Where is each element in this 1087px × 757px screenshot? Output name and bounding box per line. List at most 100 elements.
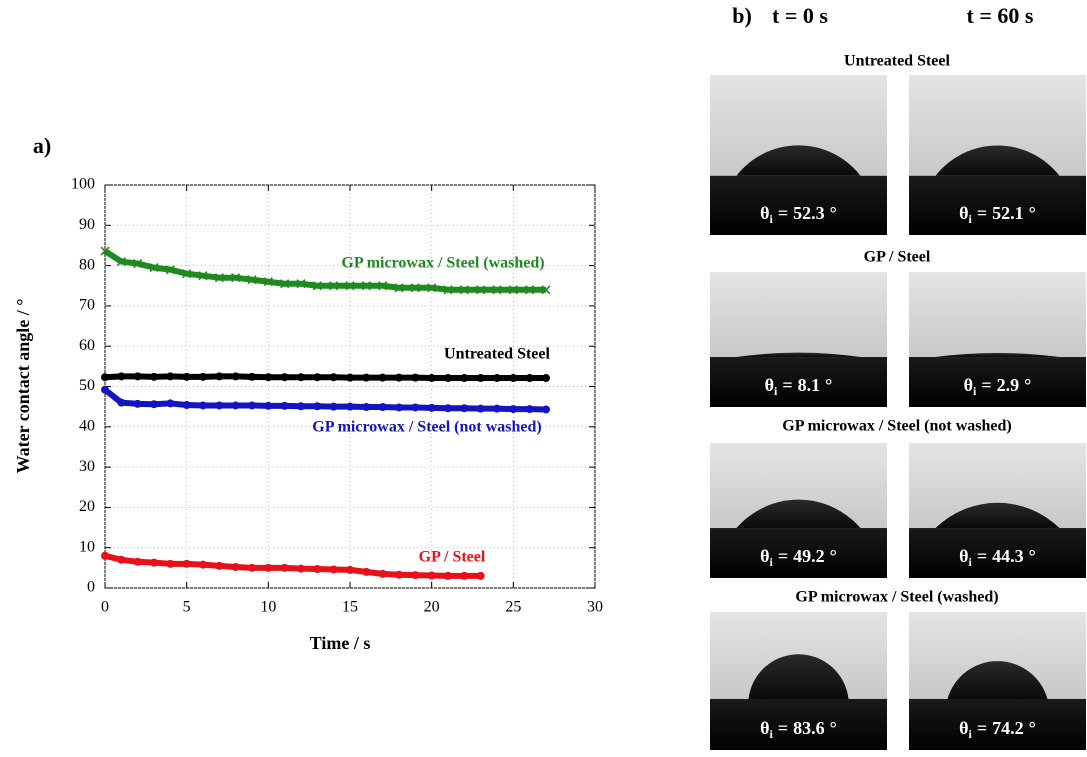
angle-unit: ° <box>1029 546 1036 566</box>
group-title: Untreated Steel <box>844 53 950 70</box>
data-point <box>313 402 322 411</box>
droplet-image: θi = 74.2 ° <box>909 612 1086 750</box>
data-point <box>509 405 518 414</box>
data-point <box>476 285 486 295</box>
data-point <box>182 372 191 381</box>
y-tick-label: 40 <box>79 417 95 434</box>
y-tick-label: 60 <box>79 337 95 354</box>
angle-value: 44.3 <box>992 546 1024 566</box>
data-point <box>361 281 371 291</box>
data-point <box>378 403 387 412</box>
series-label: GP microwax / Steel (not washed) <box>312 419 541 436</box>
data-point <box>395 570 403 579</box>
data-point <box>166 372 175 381</box>
data-point <box>280 279 290 289</box>
data-point <box>117 555 126 564</box>
angle-symbol: θ <box>959 718 968 738</box>
angle-label: θi = 44.3 ° <box>959 546 1036 569</box>
data-point <box>427 283 437 293</box>
angle-subscript: i <box>770 727 774 741</box>
data-point <box>313 565 322 574</box>
angle-subscript: i <box>774 384 778 398</box>
data-point <box>410 283 420 293</box>
data-point <box>182 401 191 410</box>
droplet <box>736 499 861 529</box>
data-point <box>231 401 240 410</box>
x-tick-label: 30 <box>587 599 603 616</box>
data-point <box>345 281 355 291</box>
data-point <box>476 404 485 413</box>
data-point <box>297 564 305 573</box>
data-point <box>231 273 241 283</box>
y-tick-label: 0 <box>87 579 95 596</box>
data-point <box>460 374 469 383</box>
data-point <box>133 372 142 381</box>
group-title: GP microwax / Steel (washed) <box>795 589 998 606</box>
data-point <box>378 569 387 578</box>
angle-label: θi = 83.6 ° <box>760 718 837 741</box>
data-point <box>247 275 257 285</box>
data-point <box>362 567 371 576</box>
data-point <box>460 571 469 580</box>
droplet-image: θi = 44.3 ° <box>909 443 1086 578</box>
data-point <box>492 285 502 295</box>
data-point <box>133 259 143 269</box>
data-point <box>444 571 452 580</box>
data-point <box>362 403 371 412</box>
x-tick-label: 25 <box>505 599 521 616</box>
y-tick-label: 10 <box>79 538 95 555</box>
data-point <box>427 571 436 580</box>
data-point <box>395 373 403 382</box>
data-point <box>427 403 436 412</box>
data-point <box>166 399 175 408</box>
data-point <box>460 404 469 413</box>
angle-symbol: θ <box>765 375 774 395</box>
angle-subscript: i <box>973 384 977 398</box>
substrate <box>710 357 887 407</box>
x-tick-label: 5 <box>183 599 191 616</box>
data-point <box>150 558 158 567</box>
equals: = <box>782 375 792 395</box>
data-point <box>411 373 420 382</box>
data-point <box>214 273 224 283</box>
data-point <box>182 559 191 568</box>
data-point <box>150 400 158 409</box>
angle-label: θi = 49.2 ° <box>760 546 837 569</box>
droplet <box>736 352 861 358</box>
equals: = <box>977 718 987 738</box>
x-tick-label: 10 <box>260 599 276 616</box>
data-point <box>378 281 388 291</box>
data-point <box>101 373 109 382</box>
angle-value: 2.9 <box>997 375 1020 395</box>
data-point <box>280 373 289 382</box>
data-point <box>150 372 158 381</box>
series-label: GP / Steel <box>419 549 486 566</box>
data-point <box>117 398 126 407</box>
data-point <box>346 565 354 574</box>
droplet <box>947 661 1048 699</box>
data-point <box>329 402 338 411</box>
data-point <box>231 372 240 381</box>
data-point <box>313 373 322 382</box>
data-point <box>280 563 289 572</box>
data-point <box>329 281 339 291</box>
angle-label: θi = 2.9 ° <box>964 375 1032 398</box>
data-point <box>443 285 453 295</box>
data-point <box>378 373 387 382</box>
data-point <box>493 404 501 413</box>
data-point <box>264 563 273 572</box>
substrate <box>909 357 1086 407</box>
substrate <box>710 698 887 750</box>
data-point <box>116 257 126 267</box>
data-point <box>248 372 256 381</box>
substrate <box>710 528 887 578</box>
column-header: t = 60 s <box>967 3 1034 28</box>
data-point <box>297 402 305 411</box>
droplet <box>935 353 1060 358</box>
data-point <box>395 403 403 412</box>
data-point <box>362 373 371 382</box>
droplet <box>935 502 1060 529</box>
x-tick-label: 15 <box>342 599 358 616</box>
data-point <box>215 372 224 381</box>
data-point <box>100 246 110 256</box>
